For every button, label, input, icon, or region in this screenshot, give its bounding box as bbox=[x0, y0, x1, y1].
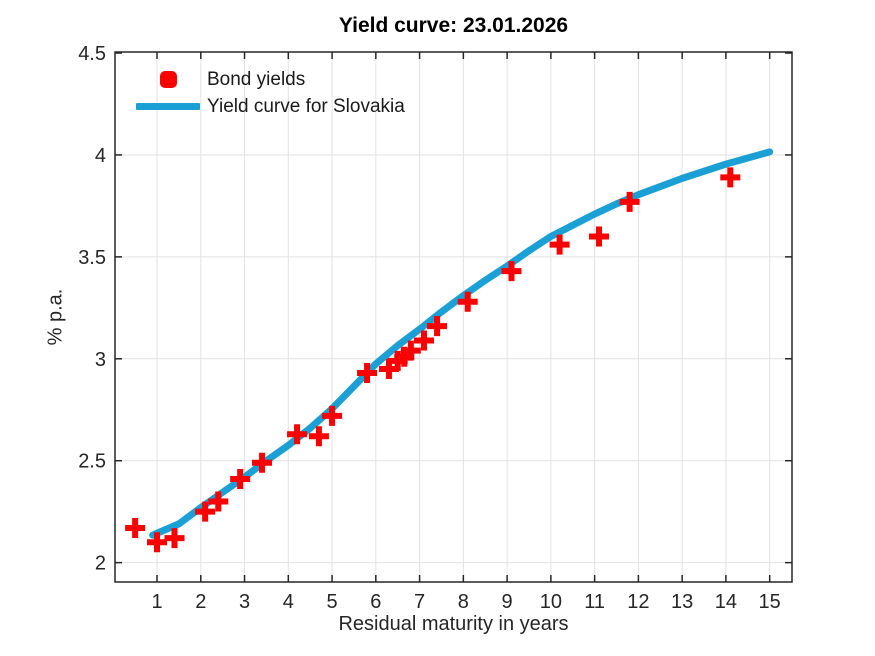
x-tick-label: 15 bbox=[759, 591, 781, 613]
bond-yield-marker bbox=[549, 234, 570, 255]
bond-yield-marker bbox=[720, 167, 741, 188]
chart-title: Yield curve: 23.01.2026 bbox=[338, 14, 569, 37]
x-tick-label: 1 bbox=[151, 591, 162, 613]
bond-yield-marker bbox=[322, 405, 343, 426]
legend-item-bond-yields: Bond yields bbox=[135, 66, 405, 93]
bond-yields-marker-icon bbox=[159, 71, 177, 88]
bond-yield-marker bbox=[195, 501, 216, 522]
bond-yield-marker bbox=[308, 426, 329, 447]
x-tick-label: 12 bbox=[627, 591, 649, 613]
x-tick-label: 14 bbox=[715, 591, 737, 613]
bond-yield-marker bbox=[501, 261, 522, 282]
x-tick-label: 11 bbox=[584, 591, 605, 613]
y-tick-label: 2 bbox=[95, 553, 106, 575]
y-tick-label: 3.5 bbox=[78, 247, 106, 269]
y-tick-label: 4.5 bbox=[78, 43, 106, 65]
bond-yield-marker bbox=[208, 491, 229, 512]
bond-yield-marker bbox=[619, 191, 640, 212]
x-tick-label: 10 bbox=[540, 591, 562, 613]
bond-yield-marker bbox=[589, 226, 610, 247]
x-tick-label: 2 bbox=[195, 591, 206, 613]
bond-yield-marker bbox=[427, 316, 448, 337]
bond-yield-marker bbox=[164, 528, 185, 549]
x-tick-label: 8 bbox=[458, 591, 469, 613]
legend-label-yield-curve: Yield curve for Slovakia bbox=[207, 95, 405, 117]
legend-item-yield-curve: Yield curve for Slovakia bbox=[135, 93, 405, 120]
x-axis-label: Residual maturity in years bbox=[338, 613, 569, 635]
x-tick-label: 4 bbox=[283, 591, 294, 613]
y-axis-label: % p.a. bbox=[44, 288, 67, 346]
bond-yield-marker bbox=[457, 291, 478, 312]
bond-yield-marker bbox=[287, 424, 308, 445]
y-tick-label: 3 bbox=[95, 349, 106, 371]
y-tick-label: 2.5 bbox=[78, 451, 106, 473]
bond-yield-marker bbox=[400, 340, 421, 361]
x-tick-label: 3 bbox=[239, 591, 250, 613]
x-tick-label: 7 bbox=[414, 591, 425, 613]
x-tick-label: 5 bbox=[326, 591, 337, 613]
bond-yield-marker bbox=[413, 330, 434, 351]
y-tick-label: 4 bbox=[95, 145, 106, 167]
x-tick-label: 13 bbox=[671, 591, 693, 613]
x-tick-label: 6 bbox=[370, 591, 381, 613]
bond-yield-marker bbox=[230, 469, 251, 490]
chart-legend: Bond yields Yield curve for Slovakia bbox=[135, 66, 405, 120]
bond-yield-marker bbox=[252, 452, 273, 473]
legend-label-bond-yields: Bond yields bbox=[207, 68, 306, 90]
bond-yield-marker bbox=[125, 517, 146, 538]
x-tick-label: 9 bbox=[502, 591, 513, 613]
yield-curve-line-icon bbox=[136, 103, 200, 110]
bond-yield-marker bbox=[357, 363, 378, 384]
bond-yield-marker bbox=[147, 532, 168, 553]
plot-box bbox=[114, 51, 793, 583]
